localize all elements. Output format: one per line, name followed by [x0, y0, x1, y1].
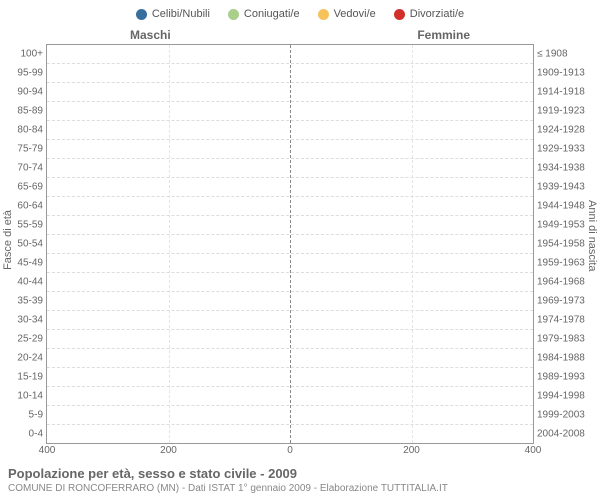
- x-tick: 200: [160, 445, 177, 456]
- x-axis: 4002000200400: [47, 445, 533, 459]
- age-row: 35-391969-1973: [47, 292, 533, 311]
- age-row: 85-891919-1923: [47, 102, 533, 121]
- age-row: 15-191989-1993: [47, 368, 533, 387]
- age-tick: 95-99: [3, 68, 43, 79]
- age-row: 90-941914-1918: [47, 83, 533, 102]
- legend-item: Coniugati/e: [228, 8, 300, 20]
- birth-tick: 1949-1953: [537, 220, 597, 231]
- label-female: Femmine: [417, 28, 470, 42]
- age-row: 60-641944-1948: [47, 197, 533, 216]
- age-tick: 30-34: [3, 315, 43, 326]
- age-row: 70-741934-1938: [47, 159, 533, 178]
- legend-swatch: [228, 9, 239, 20]
- birth-tick: 1974-1978: [537, 315, 597, 326]
- age-tick: 10-14: [3, 391, 43, 402]
- birth-tick: 1989-1993: [537, 372, 597, 383]
- age-row: 40-441964-1968: [47, 273, 533, 292]
- age-tick: 60-64: [3, 201, 43, 212]
- age-tick: 20-24: [3, 353, 43, 364]
- age-tick: 25-29: [3, 334, 43, 345]
- plot-area: 0-42004-20085-91999-200310-141994-199815…: [46, 44, 534, 444]
- age-tick: 15-19: [3, 372, 43, 383]
- age-tick: 50-54: [3, 239, 43, 250]
- birth-tick: 1964-1968: [537, 277, 597, 288]
- legend-item: Celibi/Nubili: [136, 8, 210, 20]
- age-tick: 100+: [3, 49, 43, 60]
- x-tick: 0: [287, 445, 293, 456]
- birth-tick: 1924-1928: [537, 125, 597, 136]
- chart-title: Popolazione per età, sesso e stato civil…: [8, 466, 448, 481]
- birth-tick: 1969-1973: [537, 296, 597, 307]
- legend-swatch: [318, 9, 329, 20]
- birth-tick: 1959-1963: [537, 258, 597, 269]
- age-tick: 85-89: [3, 106, 43, 117]
- population-pyramid: Celibi/Nubili Coniugati/e Vedovi/e Divorzia…: [0, 0, 600, 500]
- legend-item: Divorziati/e: [394, 8, 464, 20]
- legend-swatch: [394, 9, 405, 20]
- age-tick: 70-74: [3, 163, 43, 174]
- chart-subtitle: COMUNE DI RONCOFERRARO (MN) - Dati ISTAT…: [8, 483, 448, 494]
- birth-tick: ≤ 1908: [537, 49, 597, 60]
- birth-tick: 1939-1943: [537, 182, 597, 193]
- age-tick: 35-39: [3, 296, 43, 307]
- x-tick: 400: [39, 445, 56, 456]
- birth-tick: 1944-1948: [537, 201, 597, 212]
- age-tick: 5-9: [3, 410, 43, 421]
- birth-tick: 1919-1923: [537, 106, 597, 117]
- age-row: 20-241984-1988: [47, 349, 533, 368]
- age-row: 45-491959-1963: [47, 254, 533, 273]
- legend-label: Vedovi/e: [334, 8, 376, 20]
- footer: Popolazione per età, sesso e stato civil…: [8, 466, 448, 494]
- birth-tick: 1954-1958: [537, 239, 597, 250]
- birth-tick: 2004-2008: [537, 429, 597, 440]
- birth-tick: 1914-1918: [537, 87, 597, 98]
- birth-tick: 1979-1983: [537, 334, 597, 345]
- legend: Celibi/Nubili Coniugati/e Vedovi/e Divorzia…: [0, 0, 600, 24]
- age-tick: 75-79: [3, 144, 43, 155]
- age-row: 100+≤ 1908: [47, 45, 533, 64]
- birth-tick: 1999-2003: [537, 410, 597, 421]
- age-tick: 45-49: [3, 258, 43, 269]
- age-row: 0-42004-2008: [47, 425, 533, 443]
- legend-label: Celibi/Nubili: [152, 8, 210, 20]
- label-male: Maschi: [130, 28, 171, 42]
- age-tick: 0-4: [3, 429, 43, 440]
- age-row: 65-691939-1943: [47, 178, 533, 197]
- age-tick: 65-69: [3, 182, 43, 193]
- birth-tick: 1984-1988: [537, 353, 597, 364]
- x-tick: 400: [525, 445, 542, 456]
- age-row: 10-141994-1998: [47, 387, 533, 406]
- birth-tick: 1929-1933: [537, 144, 597, 155]
- age-tick: 55-59: [3, 220, 43, 231]
- birth-tick: 1934-1938: [537, 163, 597, 174]
- age-row: 55-591949-1953: [47, 216, 533, 235]
- legend-item: Vedovi/e: [318, 8, 376, 20]
- legend-label: Coniugati/e: [244, 8, 300, 20]
- age-tick: 80-84: [3, 125, 43, 136]
- age-tick: 90-94: [3, 87, 43, 98]
- legend-swatch: [136, 9, 147, 20]
- birth-tick: 1909-1913: [537, 68, 597, 79]
- age-row: 80-841924-1928: [47, 121, 533, 140]
- age-row: 50-541954-1958: [47, 235, 533, 254]
- age-row: 5-91999-2003: [47, 406, 533, 425]
- legend-label: Divorziati/e: [410, 8, 464, 20]
- x-tick: 200: [403, 445, 420, 456]
- age-row: 75-791929-1933: [47, 140, 533, 159]
- age-row: 25-291979-1983: [47, 330, 533, 349]
- birth-tick: 1994-1998: [537, 391, 597, 402]
- age-tick: 40-44: [3, 277, 43, 288]
- age-row: 95-991909-1913: [47, 64, 533, 83]
- rows-container: 0-42004-20085-91999-200310-141994-199815…: [47, 45, 533, 443]
- age-row: 30-341974-1978: [47, 311, 533, 330]
